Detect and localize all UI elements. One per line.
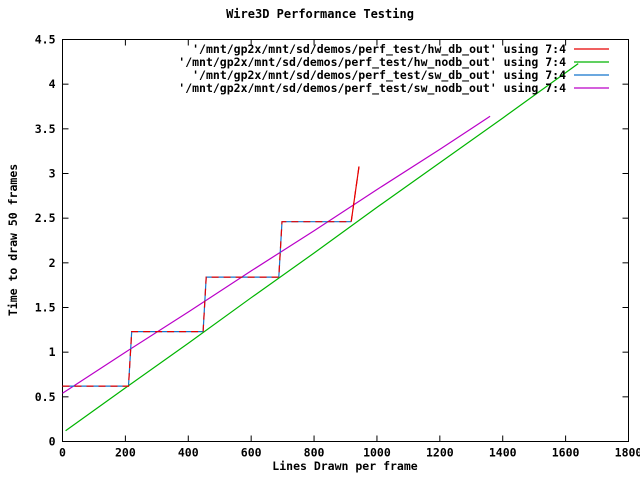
x-tick-label: 1800 [615, 446, 640, 460]
legend-label-hw_db_out: '/mnt/gp2x/mnt/sd/demos/perf_test/hw_db_… [192, 42, 566, 57]
x-tick-label: 800 [304, 446, 325, 460]
series-line-sw_nodb_out [62, 115, 491, 394]
y-axis-label: Time to draw 50 frames [6, 164, 20, 316]
legend-label-sw_nodb_out: '/mnt/gp2x/mnt/sd/demos/perf_test/sw_nod… [178, 81, 566, 96]
x-axis-label: Lines Drawn per frame [272, 459, 417, 473]
axes: 0 200 400 600 800 1000 1200 1400 1600 1800 0 0.5 1 1.… [35, 33, 640, 460]
x-tick-label: 1000 [363, 446, 391, 460]
x-tick-label: 600 [241, 446, 262, 460]
x-tick-label: 200 [115, 446, 136, 460]
data-series [62, 63, 579, 432]
plot-border [62, 39, 629, 442]
series-line-tail-hw_db_out [350, 166, 360, 222]
series-line-sw_db_out [62, 221, 352, 387]
x-tick-label: 1200 [426, 446, 454, 460]
x-tick-label: 0 [59, 446, 66, 460]
x-tick-label: 1400 [489, 446, 517, 460]
y-tick-label: 4.5 [35, 33, 56, 47]
x-tick-label: 1600 [552, 446, 580, 460]
y-tick-label: 3 [49, 167, 56, 181]
legend-label-hw_nodb_out: '/mnt/gp2x/mnt/sd/demos/perf_test/hw_nod… [178, 55, 566, 70]
y-tick-label: 1.5 [35, 301, 56, 315]
legend-label-sw_db_out: '/mnt/gp2x/mnt/sd/demos/perf_test/sw_db_… [192, 68, 566, 83]
x-tick-label: 400 [178, 446, 199, 460]
y-tick-label: 0 [49, 435, 56, 449]
y-tick-label: 2.5 [35, 211, 56, 225]
y-tick-label: 0.5 [35, 390, 56, 404]
y-tick-label: 4 [49, 77, 56, 91]
y-tick-label: 2 [49, 256, 56, 270]
y-tick-label: 1 [49, 345, 56, 359]
series-line-hw_nodb_out [65, 63, 579, 432]
y-tick-label: 3.5 [35, 122, 56, 136]
series-line-hw_db_out [62, 166, 360, 387]
chart-title: Wire3D Performance Testing [226, 7, 414, 21]
legend: '/mnt/gp2x/mnt/sd/demos/perf_test/hw_db_… [178, 42, 609, 96]
